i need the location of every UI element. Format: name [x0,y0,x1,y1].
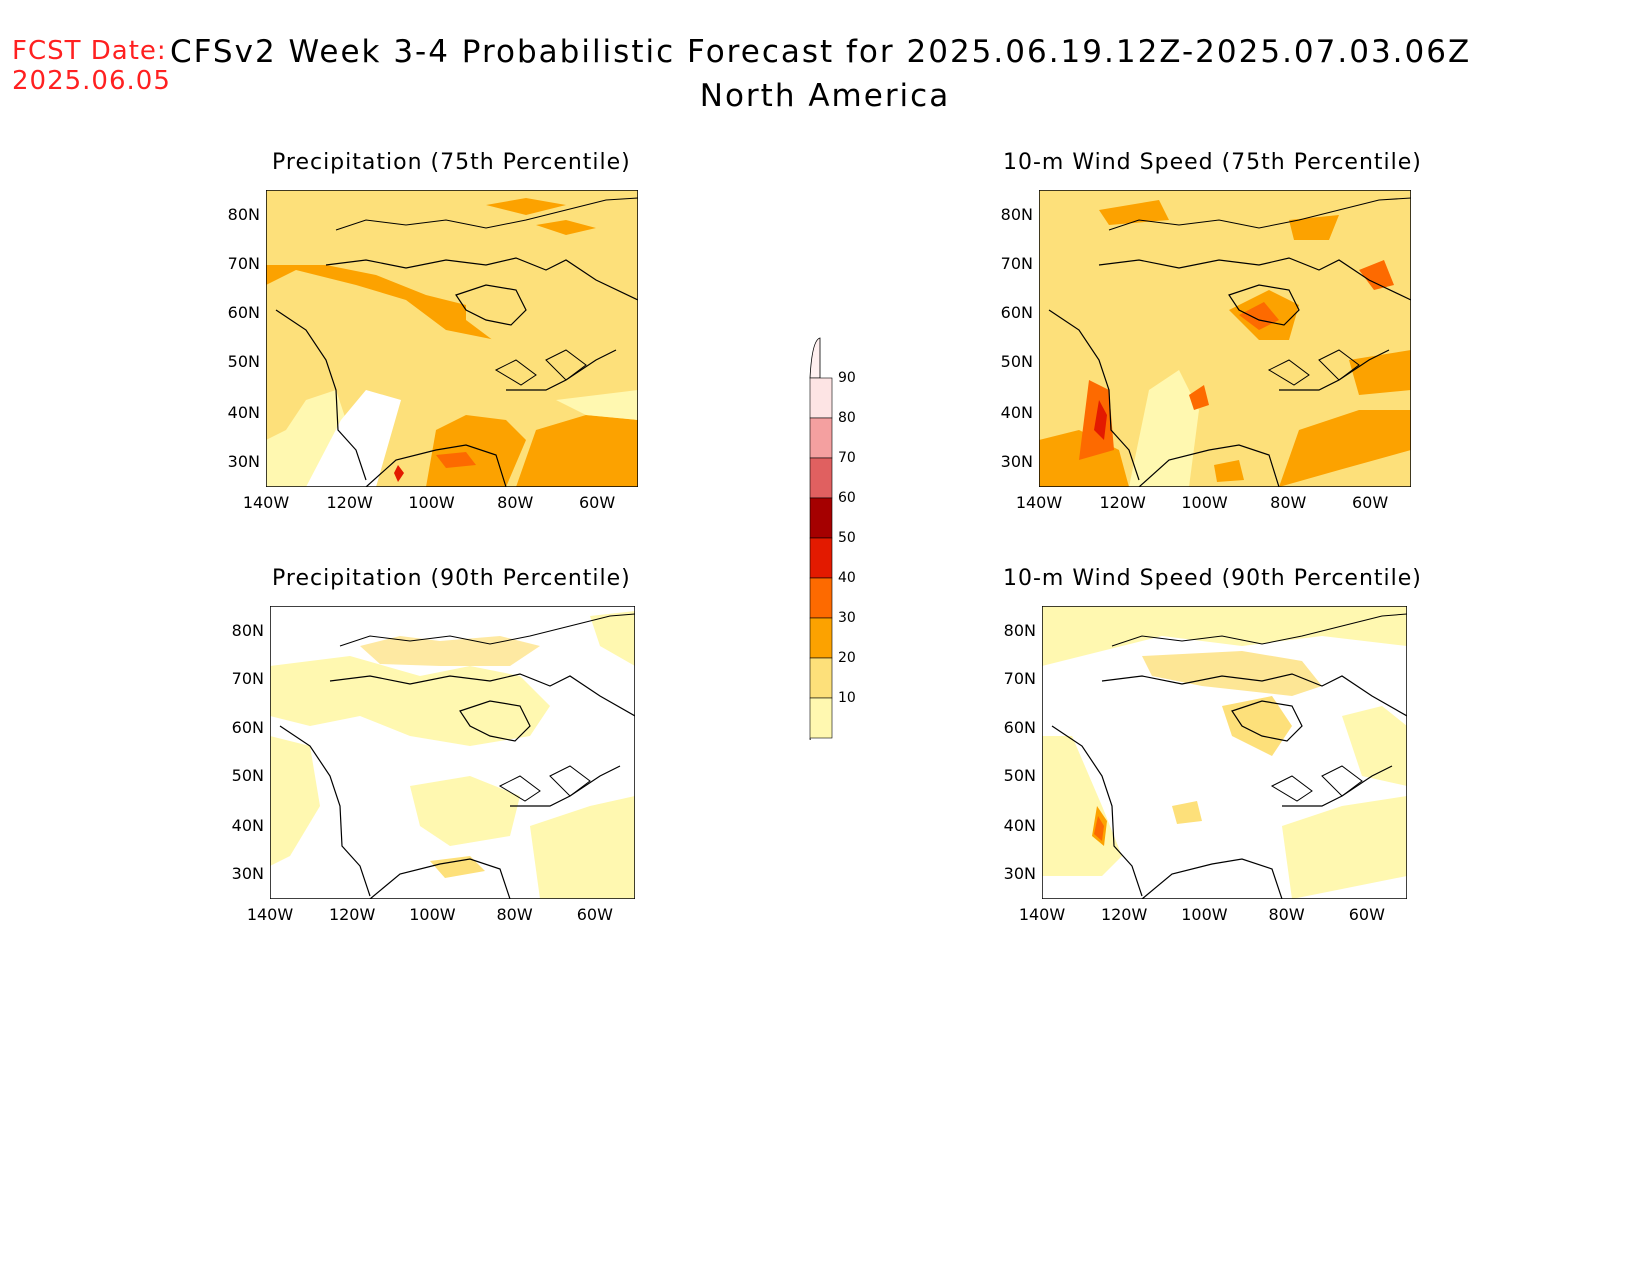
colorbar-segment [809,657,833,699]
lat-tick-label: 30N [1000,451,1033,471]
colorbar-segment [809,617,833,659]
colorbar-level-label: 70 [838,450,856,466]
lon-tick-label: 100W [408,493,455,512]
lon-tick-label: 140W [246,905,294,924]
page-subtitle: North America [699,78,951,114]
lat-tick-label: 80N [1000,205,1033,225]
lat-tick-label: 30N [231,864,264,884]
lat-tick-label: 70N [1003,669,1036,689]
lat-tick-label: 30N [227,451,260,471]
colorbar-segment [809,537,833,579]
lat-tick-label: 60N [227,303,260,323]
lat-tick-label: 40N [231,815,264,835]
colorbar-segment [809,417,833,459]
lon-tick-label: 60W [578,493,616,512]
panel-title-wind-90: 10-m Wind Speed (90th Percentile) [1003,566,1422,591]
map-precip-75 [266,190,638,487]
lon-tick-label: 80W [1268,905,1305,924]
lon-tick-label: 140W [242,493,290,512]
lat-tick-label: 60N [1000,303,1033,323]
lat-tick-label: 80N [227,205,260,225]
map-precip-90 [270,606,635,899]
colorbar-segment [809,497,833,539]
lat-tick-label: 70N [227,254,260,274]
lon-tick-label: 100W [1181,493,1228,512]
lon-tick-label: 140W [1018,905,1066,924]
lat-tick-label: 80N [1003,620,1036,640]
lat-tick-label: 80N [231,620,264,640]
lon-tick-label: 80W [497,493,534,512]
colorbar-segment [809,377,833,419]
forecast-date-value: 2025.06.05 [12,66,171,96]
lat-tick-label: 50N [1003,765,1036,785]
panel-title-precip-75: Precipitation (75th Percentile) [272,150,631,175]
lat-tick-label: 50N [231,765,264,785]
map-wind-90 [1042,606,1407,899]
panel-title-precip-90: Precipitation (90th Percentile) [272,566,631,591]
colorbar-segment [809,577,833,619]
lat-tick-label: 50N [1000,352,1033,372]
page-title: CFSv2 Week 3-4 Probabilistic Forecast fo… [170,34,1472,70]
colorbar [809,337,833,740]
lon-tick-label: 80W [496,905,533,924]
lon-tick-label: 100W [1181,905,1228,924]
lat-tick-label: 40N [1000,402,1033,422]
lon-tick-label: 60W [1348,905,1385,924]
colorbar-level-label: 20 [838,650,856,666]
colorbar-level-label: 50 [838,530,856,546]
colorbar-level-label: 60 [838,490,856,506]
forecast-date-label: FCST Date: [12,36,167,66]
colorbar-level-label: 90 [838,370,856,386]
lat-tick-label: 70N [231,669,264,689]
lon-tick-label: 120W [1100,905,1148,924]
colorbar-segment [809,457,833,499]
lon-tick-label: 100W [409,905,456,924]
lat-tick-label: 60N [1003,717,1036,737]
lon-tick-label: 60W [576,905,613,924]
lat-tick-label: 40N [1003,815,1036,835]
lon-tick-label: 80W [1270,493,1307,512]
colorbar-segment [809,697,833,739]
lon-tick-label: 120W [1099,493,1146,512]
lon-tick-label: 120W [328,905,376,924]
lat-tick-label: 40N [227,402,260,422]
colorbar-bottom-tip [809,737,811,740]
lon-tick-label: 120W [326,493,373,512]
map-wind-75 [1039,190,1411,487]
lat-tick-label: 70N [1000,254,1033,274]
forecast-date: FCST Date: 2025.06.05 [12,36,171,96]
colorbar-level-label: 30 [838,610,856,626]
lat-tick-label: 30N [1003,864,1036,884]
colorbar-level-label: 40 [838,570,856,586]
colorbar-top-tip [809,337,821,379]
lon-tick-label: 60W [1351,493,1389,512]
colorbar-level-label: 80 [838,410,856,426]
lon-tick-label: 140W [1015,493,1063,512]
lat-tick-label: 50N [227,352,260,372]
colorbar-level-label: 10 [838,690,856,706]
lat-tick-label: 60N [231,717,264,737]
panel-title-wind-75: 10-m Wind Speed (75th Percentile) [1003,150,1422,175]
